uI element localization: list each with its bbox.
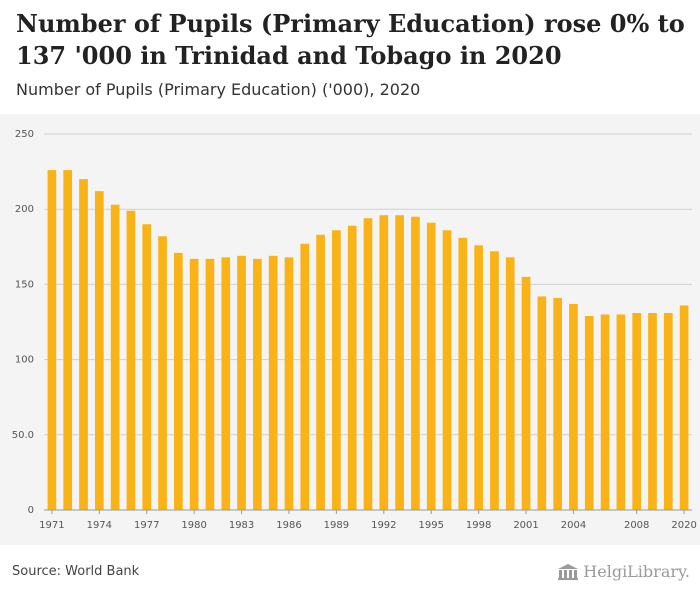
bar-1984: [253, 258, 262, 510]
bar-2010: [663, 312, 673, 510]
bar-1975: [110, 204, 120, 510]
x-tick-label: 1989: [324, 520, 349, 531]
bar-1972: [63, 170, 73, 510]
bar-1980: [189, 258, 199, 510]
bar-1979: [174, 252, 183, 510]
bar-1989: [332, 230, 341, 510]
y-tick-label: 150: [15, 279, 34, 290]
bar-1986: [284, 257, 294, 510]
bar-2002: [537, 296, 547, 510]
x-tick-label: 1980: [181, 520, 206, 531]
bar-1992: [379, 215, 389, 510]
bar-2008: [632, 312, 642, 510]
bar-1994: [411, 216, 420, 510]
bars: [47, 170, 689, 511]
bar-2005: [584, 315, 594, 510]
bar-2004: [569, 303, 578, 510]
bar-1985: [268, 255, 278, 510]
x-tick-label: 2004: [561, 520, 586, 531]
bar-1981: [205, 258, 215, 510]
y-tick-label: 200: [15, 204, 34, 215]
bar-1995: [426, 222, 436, 511]
bar-1974: [94, 191, 104, 510]
bar-2011: [679, 305, 689, 510]
bar-2007: [616, 314, 626, 510]
bar-1971: [47, 170, 57, 510]
x-tick-label: 1998: [466, 520, 491, 531]
x-tick-label: 1986: [276, 520, 301, 531]
library-building-icon: [558, 563, 579, 580]
bar-1997: [458, 237, 468, 510]
chart-title: Number of Pupils (Primary Education) ros…: [16, 9, 685, 70]
brand-logo[interactable]: HelgiLibrary.: [557, 562, 690, 581]
bar-1998: [474, 245, 483, 511]
bar-1991: [363, 218, 373, 510]
y-axis-ticks: 0 50.0 100 150 200 250: [12, 129, 34, 516]
bar-2000: [505, 257, 515, 510]
x-tick-label: 1992: [371, 520, 396, 531]
y-tick-label: 250: [15, 129, 34, 140]
bar-2009: [648, 312, 657, 510]
bar-1982: [221, 257, 231, 510]
x-tick-label: 2008: [624, 520, 649, 531]
x-tick-label: 1974: [87, 520, 112, 531]
bar-2001: [521, 276, 531, 510]
y-tick-label: 50.0: [12, 430, 34, 441]
bar-2006: [600, 314, 610, 510]
brand-name: HelgiLibrary.: [583, 562, 690, 581]
bar-2003: [553, 297, 562, 510]
bar-1987: [300, 243, 310, 511]
source-label: Source: World Bank: [12, 564, 140, 579]
x-tick-label: 1977: [134, 520, 159, 531]
bar-1996: [442, 230, 452, 510]
x-tick-label: 2020: [671, 520, 696, 531]
bar-1978: [158, 236, 167, 510]
y-tick-label: 100: [15, 355, 34, 366]
bar-1993: [395, 215, 404, 510]
y-tick-label: 0: [28, 505, 34, 516]
bar-1999: [490, 251, 499, 510]
bar-1983: [237, 255, 246, 510]
bar-1973: [79, 179, 88, 510]
x-tick-label: 2001: [513, 520, 538, 531]
x-tick-label: 1995: [418, 520, 443, 531]
bar-1977: [142, 224, 152, 511]
chart-subtitle: Number of Pupils (Primary Education) ('0…: [16, 80, 421, 99]
bar-1990: [347, 225, 357, 511]
x-tick-label: 1983: [229, 520, 254, 531]
x-tick-label: 1971: [39, 520, 64, 531]
x-axis-ticks: 1971 1974 1977 1980 1983 1986 1989 1992 1995 1998…: [39, 509, 697, 531]
bar-1988: [316, 234, 325, 510]
bar-1976: [126, 210, 136, 510]
